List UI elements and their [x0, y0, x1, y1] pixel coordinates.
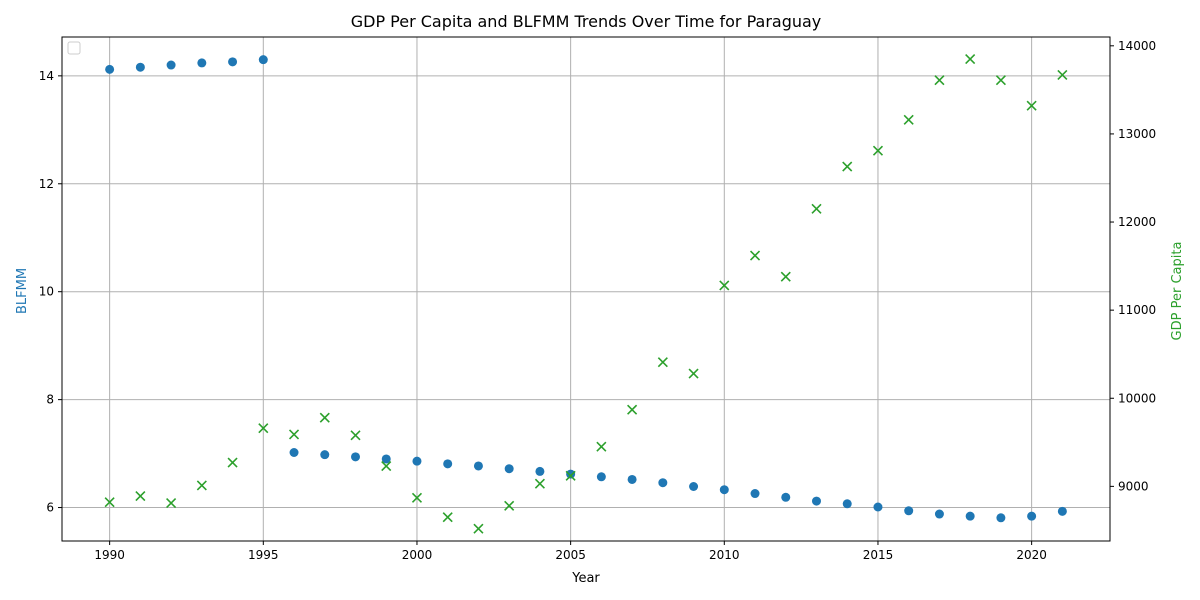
gdp-marker [166, 498, 177, 509]
blfmm-point [351, 452, 361, 462]
blfmm-point [873, 502, 883, 512]
right-y-tick-label: 12000 [1118, 215, 1156, 229]
blfmm-point [135, 62, 145, 72]
right-y-axis-ticks: 9000 10000 11000 12000 13000 14000 [1110, 39, 1156, 493]
blfmm-point [658, 478, 668, 488]
blfmm-point [934, 509, 944, 519]
blfmm-point [289, 448, 299, 458]
left-y-tick-label: 8 [46, 393, 54, 407]
blfmm-point [996, 513, 1006, 523]
x-axis-ticks: 1990 1995 2000 2005 2010 2015 2020 [94, 541, 1047, 562]
x-axis-title: Year [571, 571, 600, 586]
gdp-marker [934, 75, 945, 86]
blfmm-point [842, 499, 852, 509]
left-y-tick-label: 6 [46, 501, 54, 515]
legend [67, 41, 81, 55]
blfmm-point [904, 506, 914, 516]
gdp-marker [965, 53, 976, 65]
gdp-marker [227, 457, 238, 468]
blfmm-point [197, 58, 207, 68]
gdp-marker [1026, 100, 1037, 111]
blfmm-point [689, 481, 699, 491]
right-y-tick-label: 9000 [1118, 479, 1149, 493]
blfmm-point [719, 485, 729, 495]
gdp-marker [258, 423, 269, 434]
blfmm-point [535, 466, 545, 476]
blfmm-point [627, 474, 637, 484]
gdp-marker [504, 500, 515, 511]
x-tick-label: 2010 [709, 548, 740, 562]
gdp-marker [872, 145, 884, 156]
gdp-marker [381, 461, 392, 472]
gdp-marker [1057, 69, 1068, 80]
left-y-axis-ticks: 6 8 10 12 14 [39, 69, 62, 515]
blfmm-point [320, 450, 330, 460]
gdp-marker [135, 490, 146, 502]
gdp-per-capita-markers [104, 53, 1068, 534]
gdp-marker [411, 492, 423, 503]
blfmm-point [566, 469, 576, 479]
right-y-tick-label: 13000 [1118, 127, 1156, 141]
blfmm-point [166, 60, 176, 70]
gdp-marker [780, 271, 791, 282]
x-tick-label: 1990 [94, 548, 125, 562]
right-y-axis-title: GDP Per Capita [1170, 242, 1185, 341]
blfmm-point [1057, 506, 1067, 516]
gdp-marker [319, 412, 330, 423]
blfmm-point [596, 472, 606, 482]
gdp-marker [811, 203, 822, 214]
grid-lines [62, 37, 1110, 541]
left-y-tick-label: 10 [39, 285, 54, 299]
blfmm-point [412, 456, 422, 466]
gdp-marker [565, 470, 576, 481]
blfmm-point [811, 496, 821, 506]
gdp-marker [657, 357, 668, 368]
blfmm-point [965, 511, 975, 521]
legend-box [67, 41, 81, 55]
gdp-marker [719, 280, 730, 291]
blfmm-point [750, 489, 760, 499]
gdp-marker [104, 497, 115, 508]
right-y-tick-label: 10000 [1118, 391, 1156, 405]
blfmm-points [105, 55, 1067, 523]
x-tick-label: 2000 [402, 548, 433, 562]
right-y-tick-label: 11000 [1118, 303, 1156, 317]
blfmm-point [1027, 511, 1037, 521]
blfmm-point [504, 464, 514, 474]
x-tick-label: 2015 [863, 548, 894, 562]
blfmm-point [443, 459, 453, 469]
gdp-marker [903, 114, 914, 125]
blfmm-point [258, 55, 268, 65]
gdp-marker [688, 368, 699, 379]
blfmm-point [381, 454, 391, 464]
gdp-marker [350, 430, 361, 441]
blfmm-point [781, 492, 791, 502]
gdp-marker [842, 161, 853, 172]
gdp-marker [995, 75, 1006, 86]
x-tick-label: 1995 [248, 548, 279, 562]
gdp-marker [749, 250, 761, 261]
gdp-marker [196, 480, 207, 491]
left-y-tick-label: 12 [39, 177, 54, 191]
left-y-tick-label: 14 [39, 69, 54, 83]
gdp-marker [596, 441, 607, 452]
blfmm-point [473, 461, 483, 471]
x-tick-label: 2005 [555, 548, 586, 562]
left-y-axis-title: BLFMM [15, 268, 30, 314]
blfmm-point [105, 64, 115, 74]
gdp-marker [627, 404, 638, 415]
chart-title: GDP Per Capita and BLFMM Trends Over Tim… [351, 12, 822, 31]
gdp-marker [442, 512, 453, 523]
x-tick-label: 2020 [1016, 548, 1047, 562]
gdp-marker [473, 523, 484, 534]
blfmm-point [228, 57, 238, 67]
gdp-marker [288, 429, 300, 440]
plot-frame [61, 36, 1111, 542]
gdp-marker [534, 478, 545, 489]
right-y-tick-label: 14000 [1118, 39, 1156, 53]
